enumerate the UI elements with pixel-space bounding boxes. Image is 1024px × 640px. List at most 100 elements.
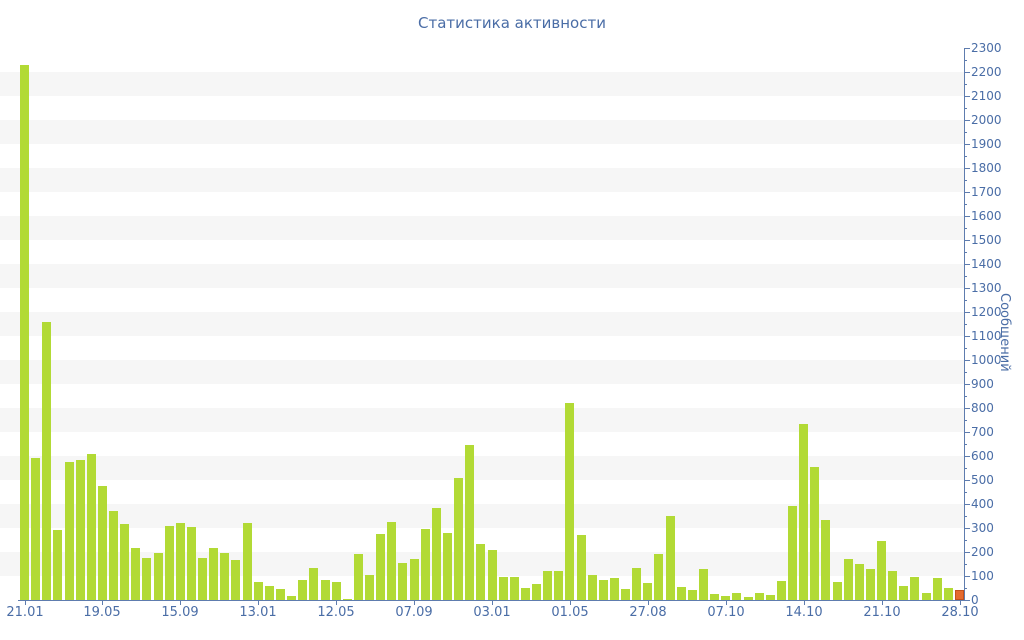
bar[interactable] xyxy=(810,467,820,600)
bar[interactable] xyxy=(776,581,786,600)
bar[interactable] xyxy=(587,575,597,600)
bar[interactable] xyxy=(164,526,174,600)
y-minor-tick xyxy=(964,372,967,373)
bar[interactable] xyxy=(565,403,575,600)
bar[interactable] xyxy=(910,577,920,600)
bar[interactable] xyxy=(687,590,697,600)
bar[interactable] xyxy=(365,575,375,600)
bar-current[interactable] xyxy=(955,590,964,600)
bar[interactable] xyxy=(398,563,408,600)
bar[interactable] xyxy=(376,534,386,600)
bar[interactable] xyxy=(788,506,798,600)
bar[interactable] xyxy=(576,535,586,600)
bar[interactable] xyxy=(86,454,96,600)
bar[interactable] xyxy=(732,593,742,600)
bar[interactable] xyxy=(465,445,475,600)
plot-stripe xyxy=(0,384,964,408)
bar[interactable] xyxy=(832,582,842,600)
y-major-tick xyxy=(964,456,970,457)
bar[interactable] xyxy=(654,554,664,600)
bar[interactable] xyxy=(888,571,898,600)
bar[interactable] xyxy=(554,571,564,600)
bar[interactable] xyxy=(264,586,274,600)
bar[interactable] xyxy=(799,424,809,600)
bar[interactable] xyxy=(331,582,341,600)
bar[interactable] xyxy=(765,595,775,600)
bar[interactable] xyxy=(409,559,419,600)
bar[interactable] xyxy=(676,587,686,600)
bar[interactable] xyxy=(198,558,208,600)
bar[interactable] xyxy=(242,523,252,600)
bar[interactable] xyxy=(320,580,330,600)
plot-stripe xyxy=(0,312,964,336)
bar[interactable] xyxy=(276,589,285,600)
bar[interactable] xyxy=(854,564,864,600)
bar[interactable] xyxy=(877,541,887,600)
bar[interactable] xyxy=(487,550,497,600)
bar[interactable] xyxy=(743,597,753,600)
bar[interactable] xyxy=(843,559,853,600)
bar[interactable] xyxy=(131,548,141,600)
bar[interactable] xyxy=(609,578,619,600)
bar[interactable] xyxy=(509,577,519,600)
bar[interactable] xyxy=(31,458,41,600)
bar[interactable] xyxy=(287,596,297,600)
bar[interactable] xyxy=(431,508,441,600)
bar[interactable] xyxy=(97,486,107,600)
bar[interactable] xyxy=(387,522,397,600)
plot-stripe xyxy=(0,96,964,120)
bar[interactable] xyxy=(498,577,508,600)
bar[interactable] xyxy=(921,593,931,600)
bar[interactable] xyxy=(454,478,464,600)
bar[interactable] xyxy=(520,588,530,600)
y-tick-label: 300 xyxy=(971,521,994,535)
x-tick xyxy=(882,601,883,605)
x-tick-label: 07.09 xyxy=(395,605,433,620)
bar[interactable] xyxy=(20,65,29,600)
bar[interactable] xyxy=(142,558,152,600)
bar[interactable] xyxy=(899,586,909,600)
bar[interactable] xyxy=(754,593,764,600)
y-tick-label: 1300 xyxy=(971,281,1002,295)
bar[interactable] xyxy=(665,516,675,600)
bar[interactable] xyxy=(643,583,653,600)
y-tick-label: 1600 xyxy=(971,209,1002,223)
y-minor-tick xyxy=(964,444,967,445)
bar[interactable] xyxy=(75,460,85,600)
bar[interactable] xyxy=(698,569,708,600)
bar[interactable] xyxy=(120,524,130,600)
y-minor-tick xyxy=(964,204,967,205)
bar[interactable] xyxy=(632,568,642,600)
y-minor-tick xyxy=(964,60,967,61)
bar[interactable] xyxy=(476,544,486,600)
bar[interactable] xyxy=(532,584,542,600)
bar[interactable] xyxy=(710,594,720,600)
bar[interactable] xyxy=(621,589,631,600)
y-tick-label: 1900 xyxy=(971,137,1002,151)
bar[interactable] xyxy=(342,599,352,600)
bar[interactable] xyxy=(231,560,241,600)
bar[interactable] xyxy=(220,553,230,600)
bar[interactable] xyxy=(721,596,731,600)
bar[interactable] xyxy=(442,533,452,600)
bar[interactable] xyxy=(209,548,219,600)
bar[interactable] xyxy=(42,322,52,600)
bar[interactable] xyxy=(153,553,163,600)
bar[interactable] xyxy=(932,578,942,600)
bar[interactable] xyxy=(186,527,196,600)
bar[interactable] xyxy=(943,588,953,600)
bar[interactable] xyxy=(53,530,63,600)
bar[interactable] xyxy=(309,568,319,600)
bar[interactable] xyxy=(543,571,553,600)
bar[interactable] xyxy=(821,520,831,600)
bar[interactable] xyxy=(175,523,185,600)
bar[interactable] xyxy=(253,582,263,600)
bar[interactable] xyxy=(598,580,608,600)
bar[interactable] xyxy=(865,569,875,600)
bar[interactable] xyxy=(353,554,363,600)
bar[interactable] xyxy=(64,462,74,600)
bar[interactable] xyxy=(298,580,308,600)
bar[interactable] xyxy=(420,529,430,600)
x-tick xyxy=(258,601,259,605)
bar[interactable] xyxy=(109,511,119,600)
